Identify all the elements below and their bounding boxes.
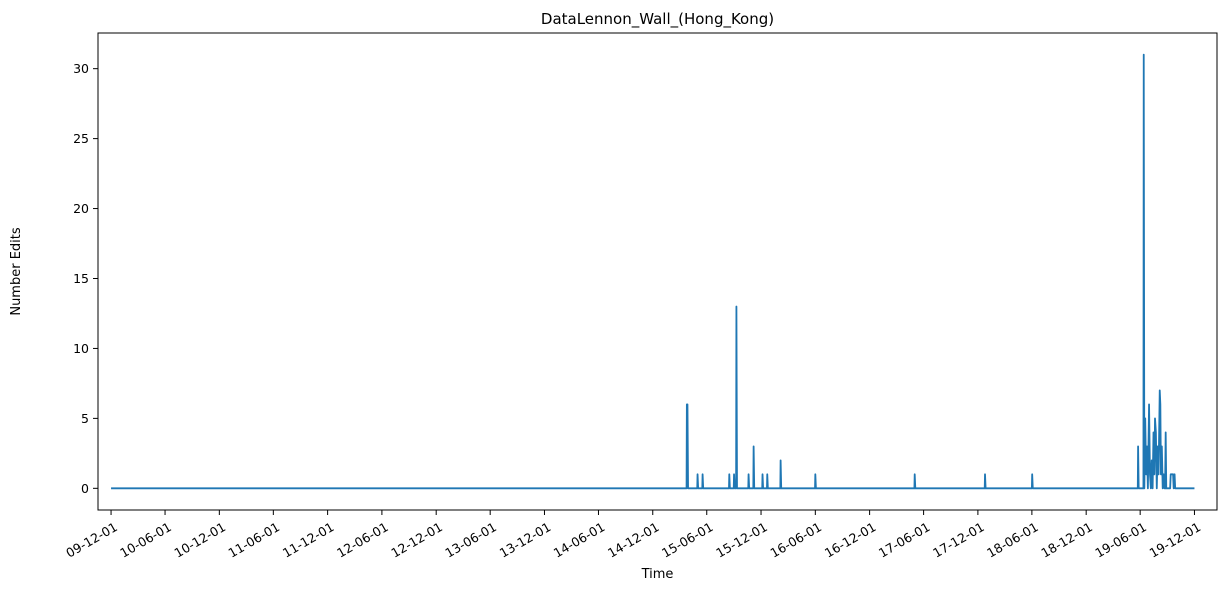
y-tick-label: 0 [81, 481, 89, 496]
series-line-number-edits [111, 53, 1195, 490]
y-axis-label: Number Edits [9, 227, 24, 316]
y-tick-label: 5 [81, 411, 89, 426]
y-tick-label: 25 [73, 131, 89, 146]
y-tick-label: 20 [73, 201, 89, 216]
plot-area-frame [97, 32, 1218, 511]
x-axis-label: Time [641, 567, 674, 582]
chart-title: DataLennon_Wall_(Hong_Kong) [541, 10, 774, 29]
y-axis: 0 5 10 15 20 25 30 [73, 61, 98, 496]
y-tick-label: 10 [73, 341, 89, 356]
y-tick-label: 30 [73, 61, 89, 76]
y-tick-label: 15 [73, 271, 89, 286]
